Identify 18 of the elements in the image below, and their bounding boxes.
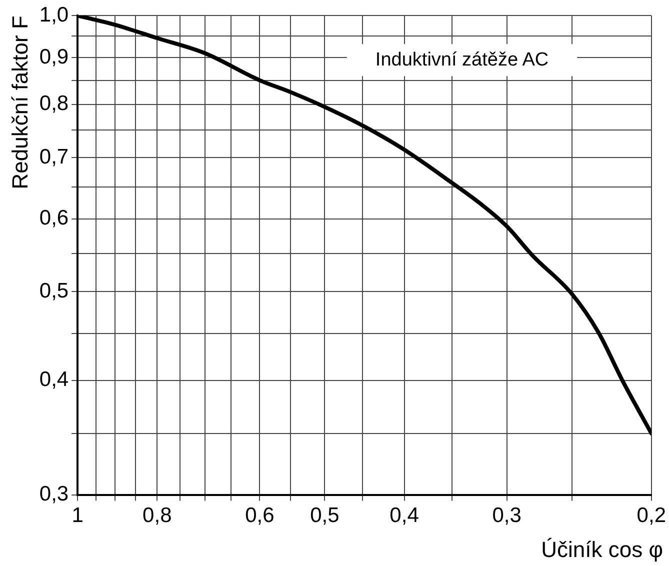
x-tick-label: 0,5 <box>310 504 340 528</box>
y-tick-label: 0,6 <box>39 206 69 230</box>
y-tick-label: 0,7 <box>39 145 69 168</box>
y-axis-title: Redukční faktor F <box>7 16 32 190</box>
x-tick-label: 0,2 <box>636 504 666 528</box>
y-tick-label: 0,9 <box>39 45 69 68</box>
y-tick-label: 0,3 <box>39 482 69 506</box>
annotation: Induktivní zátěže AC <box>375 49 549 70</box>
y-tick-label: 0,5 <box>39 279 69 302</box>
y-tick-label: 0,4 <box>39 368 69 392</box>
x-tick-label: 0,3 <box>492 504 522 528</box>
x-tick-label: 0,4 <box>390 504 420 528</box>
x-tick-label: 1 <box>72 504 84 528</box>
x-tick-label: 0,6 <box>245 504 274 528</box>
x-tick-label: 0,8 <box>142 504 172 528</box>
x-axis-title: Účiník cos φ <box>541 537 663 562</box>
y-tick-label: 0,8 <box>39 92 69 116</box>
y-tick-label: 1,0 <box>39 3 69 26</box>
